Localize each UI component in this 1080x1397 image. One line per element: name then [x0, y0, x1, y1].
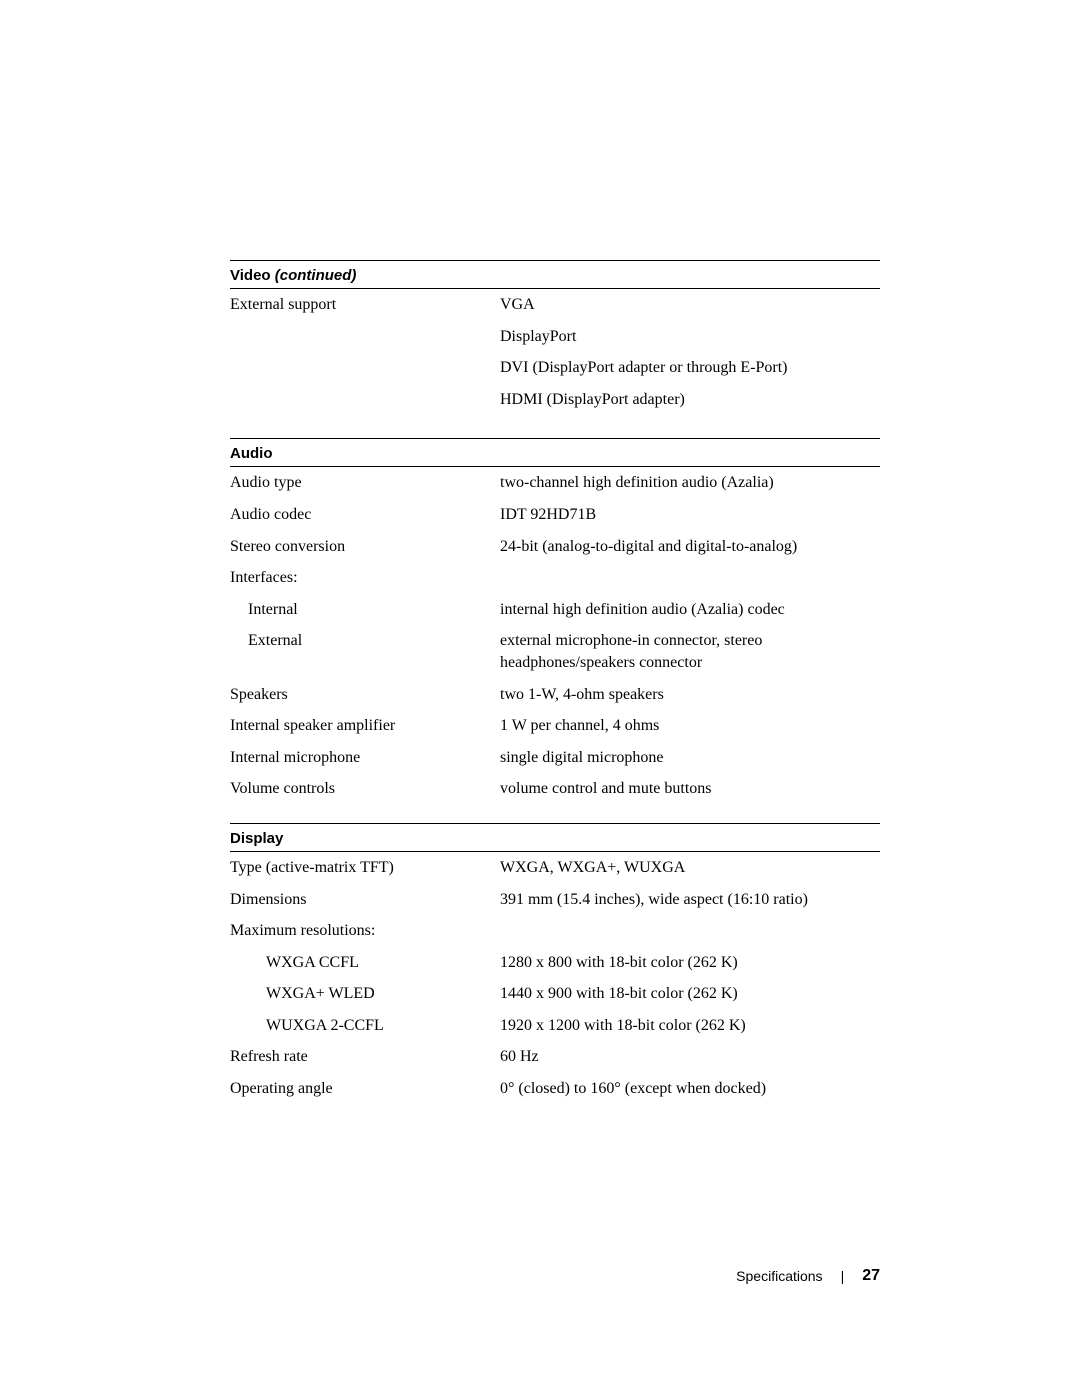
spec-label: Operating angle — [230, 1078, 500, 1100]
spec-row: Internal microphone single digital micro… — [230, 742, 880, 774]
spec-value: IDT 92HD71B — [500, 504, 880, 526]
spec-value: 24-bit (analog-to-digital and digital-to… — [500, 536, 880, 558]
spec-label: Audio type — [230, 472, 500, 494]
spec-row: Stereo conversion 24-bit (analog-to-digi… — [230, 531, 880, 563]
spec-value: 0° (closed) to 160° (except when docked) — [500, 1078, 880, 1100]
footer-title: Specifications — [736, 1268, 822, 1284]
section-title-audio: Audio — [230, 445, 273, 462]
spec-value: external microphone-in connector, stereo… — [500, 630, 880, 673]
spec-label: Dimensions — [230, 889, 500, 911]
spec-row: Audio type two-channel high definition a… — [230, 467, 880, 499]
spec-label: External support — [230, 294, 500, 316]
spec-label: WXGA CCFL — [230, 952, 500, 974]
value-line: DVI (DisplayPort adapter or through E-Po… — [500, 352, 880, 384]
spec-row: External external microphone-in connecto… — [230, 625, 880, 678]
section-title-display: Display — [230, 830, 283, 847]
section-title-video-suffix: (continued) — [275, 267, 357, 284]
spec-label: Internal microphone — [230, 747, 500, 769]
spec-row: Type (active-matrix TFT) WXGA, WXGA+, WU… — [230, 852, 880, 884]
spec-page: Video (continued) External support VGA D… — [0, 0, 1080, 1105]
spec-row: Volume controls volume control and mute … — [230, 773, 880, 805]
spec-label: Internal speaker amplifier — [230, 715, 500, 737]
spec-value: two-channel high definition audio (Azali… — [500, 472, 880, 494]
spec-row: Internal speaker amplifier 1 W per chann… — [230, 710, 880, 742]
footer-separator: | — [841, 1268, 845, 1284]
spec-row: Operating angle 0° (closed) to 160° (exc… — [230, 1073, 880, 1105]
spec-row: WUXGA 2-CCFL 1920 x 1200 with 18-bit col… — [230, 1010, 880, 1042]
spec-value: two 1-W, 4-ohm speakers — [500, 684, 880, 706]
value-line: HDMI (DisplayPort adapter) — [500, 384, 880, 416]
spec-row: WXGA+ WLED 1440 x 900 with 18-bit color … — [230, 978, 880, 1010]
spec-label: Refresh rate — [230, 1046, 500, 1068]
page-footer: Specifications | 27 — [736, 1267, 880, 1285]
spec-label: External — [230, 630, 500, 652]
spec-value: 1440 x 900 with 18-bit color (262 K) — [500, 983, 880, 1005]
spec-value: 60 Hz — [500, 1046, 880, 1068]
section-header-audio: Audio — [230, 438, 880, 467]
value-line: DisplayPort — [500, 321, 880, 353]
spec-label: Interfaces: — [230, 567, 500, 589]
spec-value: internal high definition audio (Azalia) … — [500, 599, 880, 621]
spec-row: Internal internal high definition audio … — [230, 594, 880, 626]
spec-value: 1920 x 1200 with 18-bit color (262 K) — [500, 1015, 880, 1037]
spec-value: 391 mm (15.4 inches), wide aspect (16:10… — [500, 889, 880, 911]
spec-row: Speakers two 1-W, 4-ohm speakers — [230, 679, 880, 711]
spec-label: Speakers — [230, 684, 500, 706]
spec-row: External support VGA DisplayPort DVI (Di… — [230, 289, 880, 420]
spec-label: Internal — [230, 599, 500, 621]
spec-row: Maximum resolutions: — [230, 915, 880, 947]
spec-value: VGA DisplayPort DVI (DisplayPort adapter… — [500, 294, 880, 415]
spec-label: Stereo conversion — [230, 536, 500, 558]
section-header-display: Display — [230, 823, 880, 852]
spec-label: Audio codec — [230, 504, 500, 526]
value-line: VGA — [500, 294, 880, 321]
spec-row: Refresh rate 60 Hz — [230, 1041, 880, 1073]
spec-value: single digital microphone — [500, 747, 880, 769]
spec-value: 1 W per channel, 4 ohms — [500, 715, 880, 737]
spec-label: Maximum resolutions: — [230, 920, 500, 942]
spec-row: Dimensions 391 mm (15.4 inches), wide as… — [230, 884, 880, 916]
footer-page-number: 27 — [862, 1267, 880, 1285]
spec-label: Volume controls — [230, 778, 500, 800]
spec-row: WXGA CCFL 1280 x 800 with 18-bit color (… — [230, 947, 880, 979]
spec-label: WXGA+ WLED — [230, 983, 500, 1005]
section-header-video: Video (continued) — [230, 260, 880, 289]
spec-row: Interfaces: — [230, 562, 880, 594]
spec-label: WUXGA 2-CCFL — [230, 1015, 500, 1037]
spec-value: volume control and mute buttons — [500, 778, 880, 800]
spec-value: WXGA, WXGA+, WUXGA — [500, 857, 880, 879]
spec-row: Audio codec IDT 92HD71B — [230, 499, 880, 531]
spec-label: Type (active-matrix TFT) — [230, 857, 500, 879]
spec-value: 1280 x 800 with 18-bit color (262 K) — [500, 952, 880, 974]
section-title-video-prefix: Video — [230, 267, 275, 284]
